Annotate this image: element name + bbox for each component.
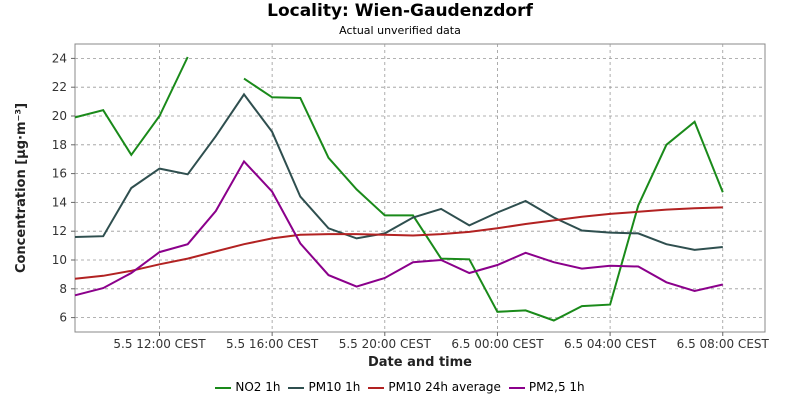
x-axis-label: Date and time xyxy=(368,355,472,370)
y-tick-label: 6 xyxy=(59,311,67,325)
y-tick-label: 14 xyxy=(52,195,67,209)
x-tick-label: 5.5 16:00 CEST xyxy=(226,337,319,351)
chart-title: Locality: Wien-Gaudenzdorf xyxy=(267,1,533,21)
y-tick-label: 20 xyxy=(52,109,67,123)
legend-item: NO2 1h xyxy=(215,380,280,394)
legend-label: PM10 1h xyxy=(308,380,361,394)
series-line-pm10-24h-average xyxy=(74,206,723,280)
y-axis-label: Concentration [µg·m⁻³] xyxy=(14,103,29,273)
y-axis: 6 8 10 12 14 16 18 20 22 24 xyxy=(52,51,75,325)
grid-lines xyxy=(75,44,765,332)
series-lines xyxy=(74,56,724,322)
y-tick-label: 24 xyxy=(52,51,67,65)
legend: NO2 1h PM10 1h PM10 24h average PM2,5 1h xyxy=(0,380,800,394)
series-line-no2-1h xyxy=(74,56,724,322)
legend-swatch xyxy=(368,386,385,389)
legend-label: NO2 1h xyxy=(235,380,281,394)
x-axis: 5.5 12:00 CEST 5.5 16:00 CEST 5.5 20:00 CE… xyxy=(113,332,770,351)
legend-swatch xyxy=(508,386,525,389)
y-tick-label: 16 xyxy=(52,167,67,181)
y-tick-label: 18 xyxy=(52,138,67,152)
x-tick-label: 5.5 12:00 CEST xyxy=(113,337,206,351)
x-tick-label: 6.5 00:00 CEST xyxy=(451,337,544,351)
series-line-pm10-1h xyxy=(74,92,723,251)
legend-item: PM10 24h average xyxy=(368,380,501,394)
chart-subtitle: Actual unverified data xyxy=(339,24,461,37)
legend-item: PM10 1h xyxy=(288,380,360,394)
y-tick-label: 8 xyxy=(59,282,67,296)
plot-area xyxy=(74,43,766,333)
legend-label: PM2,5 1h xyxy=(528,380,585,394)
x-tick-label: 5.5 20:00 CEST xyxy=(339,337,432,351)
series-line-pm2-5-1h xyxy=(74,159,724,297)
legend-label: PM10 24h average xyxy=(388,380,501,394)
legend-swatch xyxy=(288,386,305,389)
y-tick-label: 10 xyxy=(52,253,67,267)
legend-swatch xyxy=(215,386,232,389)
y-tick-label: 22 xyxy=(52,80,67,94)
x-tick-label: 6.5 04:00 CEST xyxy=(564,337,657,351)
legend-item: PM2,5 1h xyxy=(508,380,585,394)
y-tick-label: 12 xyxy=(52,224,67,238)
x-tick-label: 6.5 08:00 CEST xyxy=(677,337,770,351)
